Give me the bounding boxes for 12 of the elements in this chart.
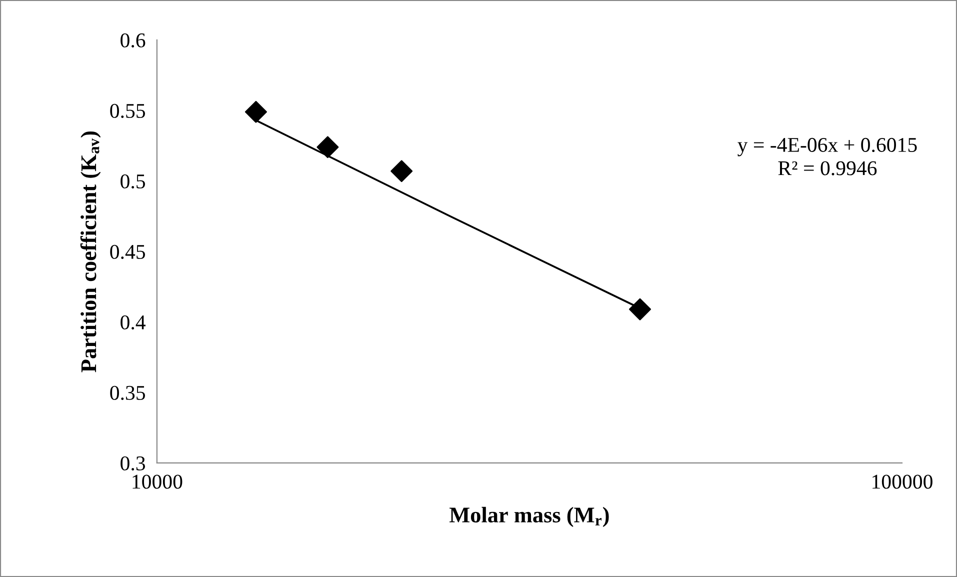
x-tick-label: 100000 bbox=[872, 474, 932, 489]
x-axis-title: Molar mass (M$_{r}$) bbox=[450, 506, 609, 528]
y-tick-label: 0.45 bbox=[110, 244, 146, 260]
x-tick-label: 10000 bbox=[132, 474, 182, 489]
y-tick-label: 0.4 bbox=[120, 315, 146, 330]
y-tick-label: 0.55 bbox=[110, 104, 146, 118]
y-tick-label: 0.5 bbox=[120, 174, 146, 189]
y-tick-label: 0.35 bbox=[110, 386, 146, 400]
y-tick-label: 0.3 bbox=[120, 456, 146, 471]
y-axis-title: Partition coefficient (K$_{av}$) bbox=[80, 131, 101, 372]
annotation: y = -4E-06x + 0.6015 R² = 0.9946 bbox=[738, 138, 917, 176]
y-tick-label: 0.6 bbox=[120, 33, 146, 48]
